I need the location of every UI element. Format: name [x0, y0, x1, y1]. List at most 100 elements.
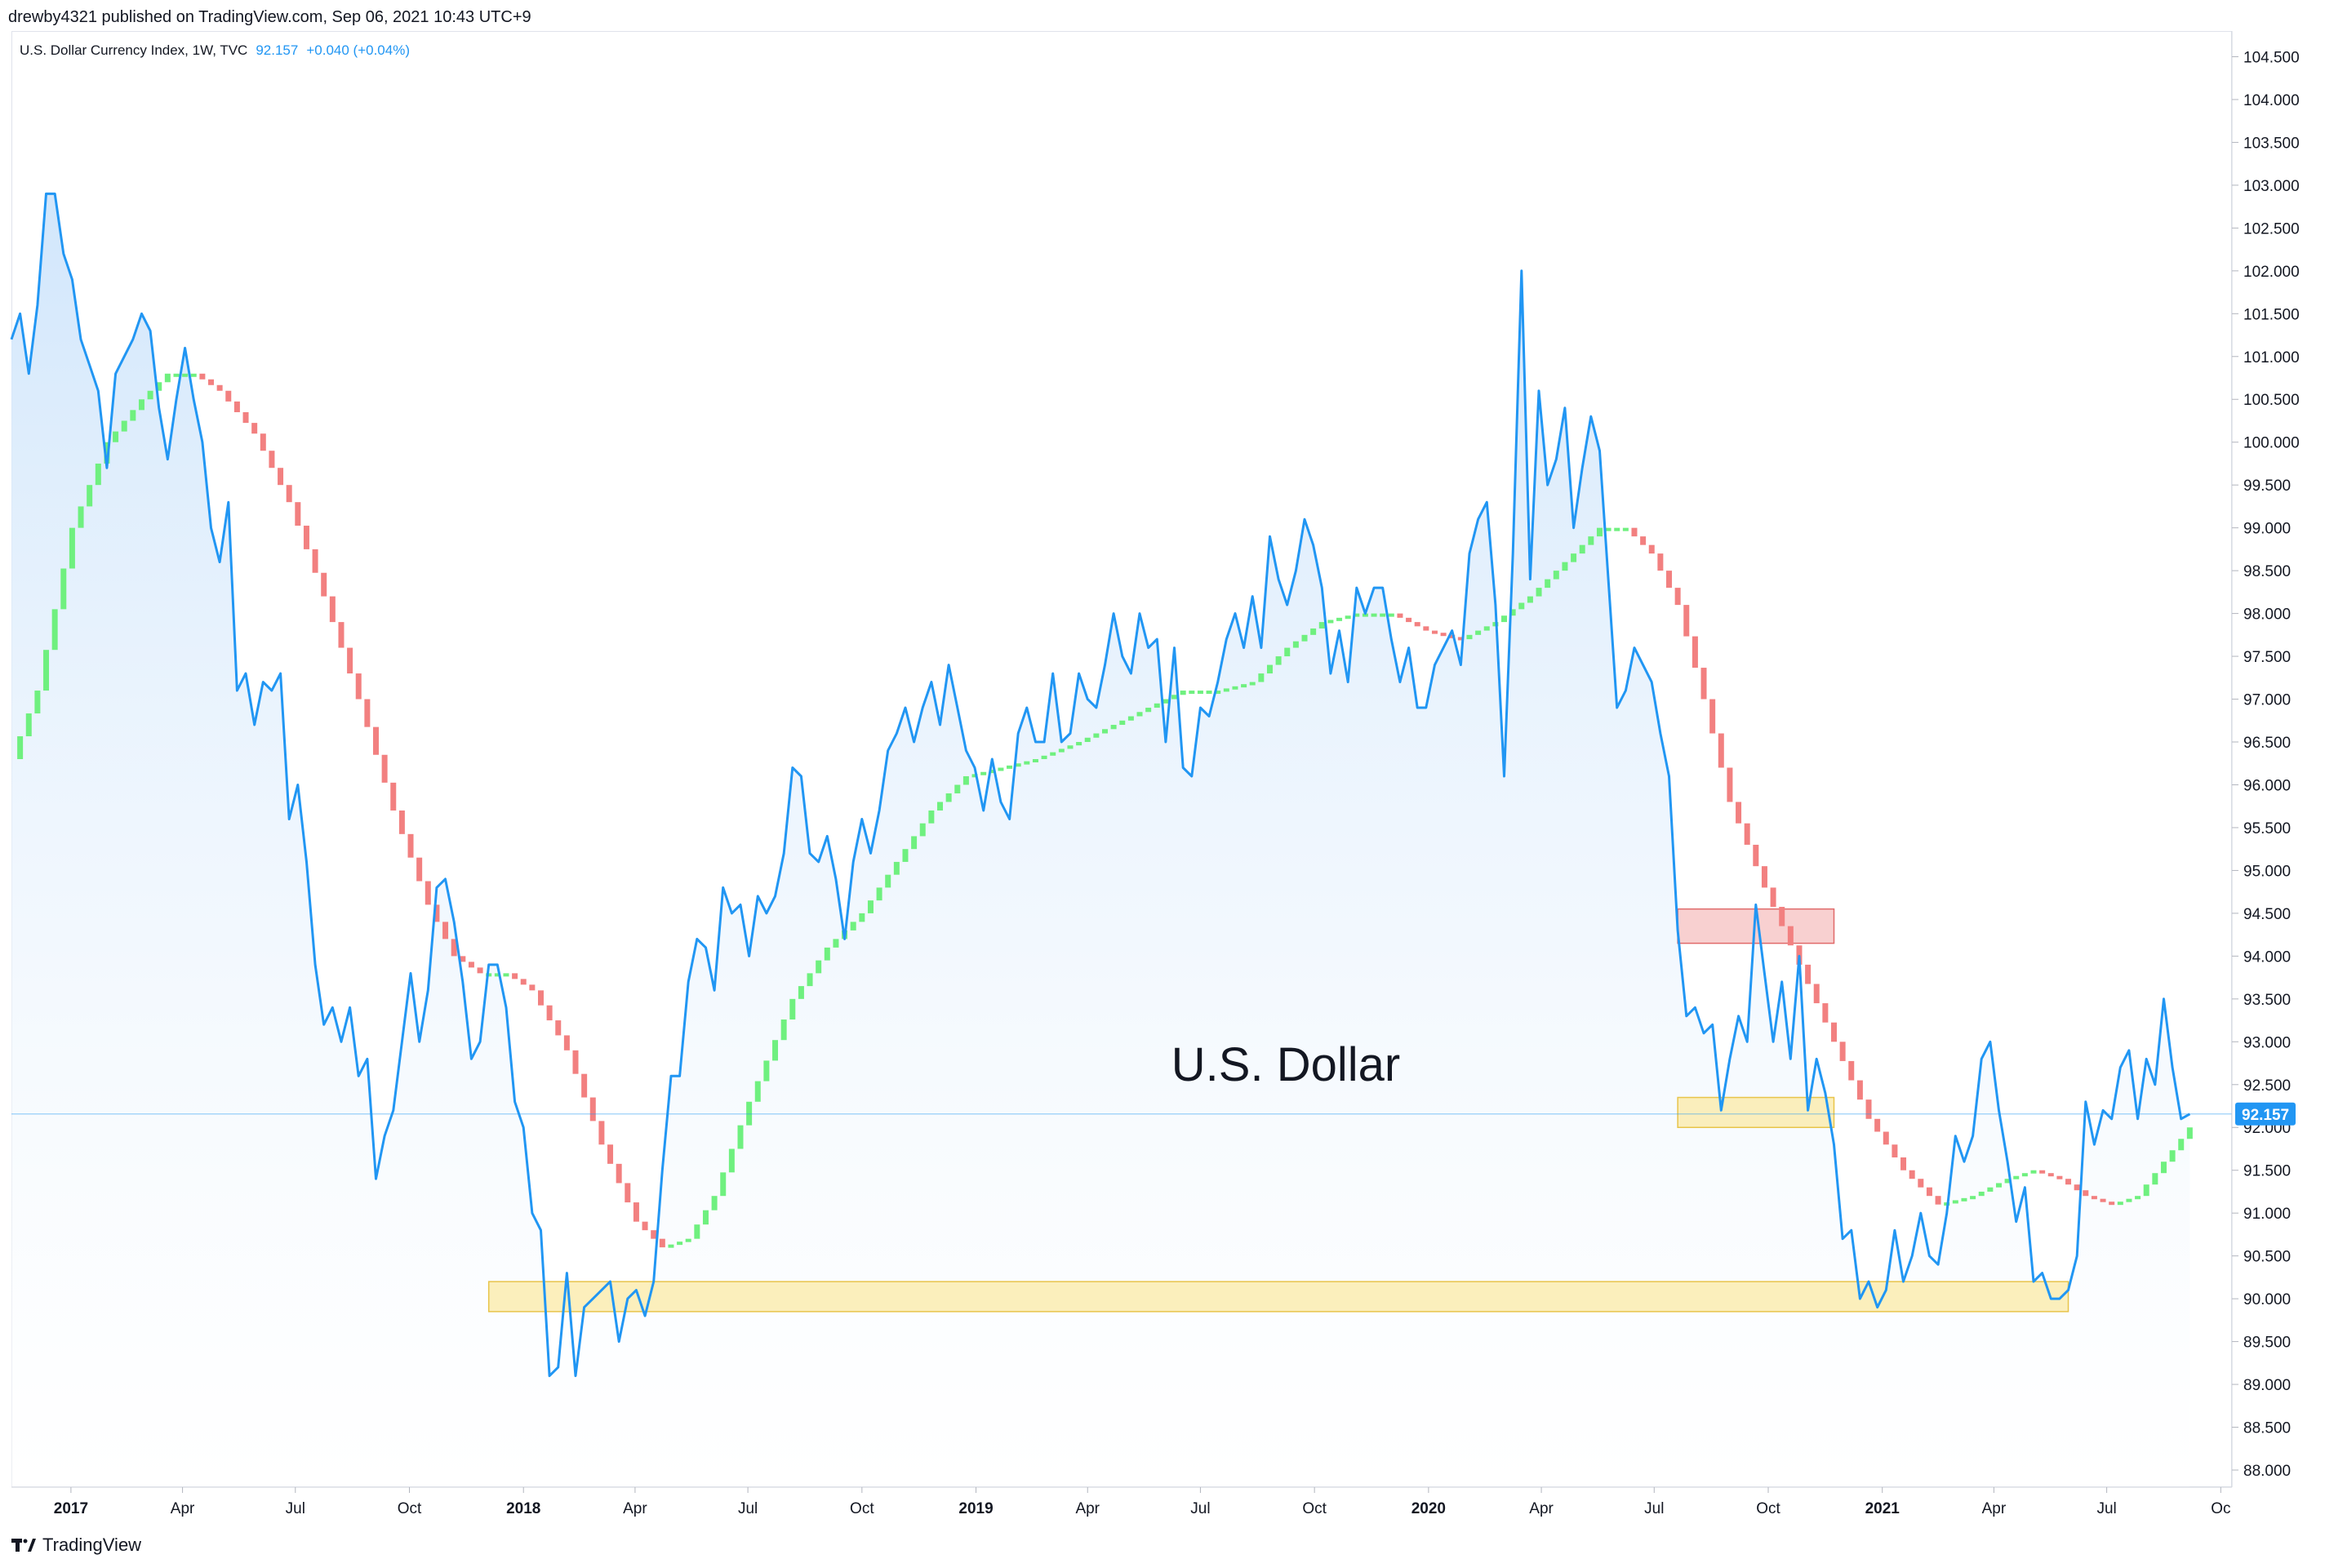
price-line[interactable] — [10, 192, 2191, 1378]
ma-segment — [190, 373, 197, 377]
ma-segment — [867, 900, 874, 913]
ma-segment — [625, 1183, 631, 1203]
ma-segment — [1145, 708, 1152, 713]
y-tick-label: 101.500 — [2243, 306, 2300, 323]
y-tick-label: 95.000 — [2243, 863, 2291, 880]
ma-segment — [2100, 1198, 2106, 1202]
ma-segment — [746, 1101, 753, 1126]
y-tick-label: 100.000 — [2243, 435, 2300, 452]
ma-segment — [1362, 613, 1368, 617]
ma-segment — [17, 736, 24, 759]
ma-segment — [989, 770, 995, 774]
ma-segment — [1397, 613, 1403, 618]
ma-segment — [1830, 1022, 1837, 1042]
ma-segment — [512, 973, 518, 979]
ma-segment — [398, 810, 405, 834]
x-tick-label: Apr — [1529, 1500, 1554, 1517]
ma-segment — [1127, 716, 1134, 721]
footer-brand[interactable]: TradingView — [11, 1535, 141, 1556]
ma-segment — [859, 913, 865, 922]
ma-segment — [2065, 1179, 2072, 1185]
y-tick-label: 98.500 — [2243, 563, 2291, 580]
ma-segment — [1987, 1187, 1994, 1192]
ma-segment — [694, 1224, 700, 1239]
ma-segment — [633, 1202, 639, 1222]
ma-segment — [1223, 688, 1229, 692]
ma-segment — [1856, 1080, 1863, 1100]
y-tick-label: 97.000 — [2243, 692, 2291, 709]
y-tick-label: 94.000 — [2243, 948, 2291, 966]
ma-segment — [1371, 613, 1377, 617]
ma-segment — [2013, 1175, 2020, 1179]
ma-segment — [711, 1196, 718, 1210]
ma-segment — [572, 1050, 579, 1074]
ma-segment — [43, 650, 50, 691]
ma-segment — [1640, 536, 1647, 545]
ma-segment — [1206, 691, 1212, 695]
ma-segment — [147, 390, 153, 400]
ma-segment — [60, 568, 67, 610]
y-tick-label: 90.500 — [2243, 1249, 2291, 1266]
ma-segment — [1154, 703, 1160, 708]
ma-segment — [1449, 634, 1456, 638]
ma-segment — [2109, 1202, 2115, 1206]
ma-segment — [1318, 622, 1325, 629]
ma-segment — [1258, 673, 1265, 682]
ma-segment — [720, 1172, 727, 1197]
ma-segment — [121, 420, 127, 432]
ma-segment — [893, 861, 900, 875]
x-tick-label: 2021 — [1865, 1500, 1900, 1517]
x-tick-label: Jul — [2096, 1500, 2116, 1517]
ma-segment — [1431, 630, 1438, 634]
ma-segment — [1110, 725, 1117, 730]
ma-segment — [754, 1081, 761, 1102]
ma-segment — [1032, 759, 1038, 762]
ma-segment — [1536, 588, 1542, 597]
y-tick-label: 91.000 — [2243, 1206, 2291, 1223]
ma-segment — [2169, 1150, 2176, 1162]
ma-segment — [1605, 527, 1611, 531]
y-tick-label: 93.000 — [2243, 1034, 2291, 1051]
ma-segment — [69, 527, 75, 569]
ma-segment — [364, 699, 371, 727]
ma-segment — [2091, 1196, 2097, 1200]
ma-segment — [1119, 720, 1126, 726]
ma-segment — [1813, 984, 1820, 1004]
ma-segment — [1683, 605, 1690, 637]
ma-segment — [2039, 1170, 2046, 1174]
ma-segment — [233, 401, 240, 412]
y-tick-label: 92.500 — [2243, 1077, 2291, 1095]
ma-segment — [1839, 1042, 1846, 1061]
ma-segment — [1475, 630, 1482, 635]
zone-yellow-0[interactable] — [487, 1281, 2069, 1313]
ma-segment — [1553, 571, 1559, 580]
ma-segment — [2178, 1139, 2185, 1151]
ma-segment — [1093, 733, 1100, 738]
ma-segment — [581, 1073, 588, 1098]
ma-segment — [2047, 1173, 2054, 1177]
x-tick-label: Oct — [1302, 1500, 1327, 1517]
ma-segment — [1562, 562, 1568, 571]
ma-segment — [295, 502, 301, 526]
ma-segment — [1466, 634, 1473, 640]
y-tick-label: 89.500 — [2243, 1335, 2291, 1352]
ma-segment — [1631, 527, 1638, 537]
x-tick-label: Apr — [1075, 1500, 1100, 1517]
ma-segment — [1961, 1197, 1967, 1202]
ma-segment — [1058, 748, 1065, 753]
ma-segment — [278, 468, 284, 486]
ma-segment — [2056, 1175, 2063, 1179]
ma-segment — [1015, 763, 1021, 767]
ma-segment — [460, 956, 466, 962]
ma-segment — [902, 849, 909, 862]
ma-segment — [1380, 613, 1386, 617]
ma-segment — [937, 802, 944, 811]
ma-segment — [1596, 527, 1603, 537]
ma-segment — [269, 451, 275, 469]
ma-segment — [1406, 617, 1412, 623]
ma-segment — [138, 399, 144, 411]
ma-segment — [1266, 664, 1273, 674]
ma-segment — [381, 754, 388, 783]
ma-segment — [1345, 615, 1351, 620]
